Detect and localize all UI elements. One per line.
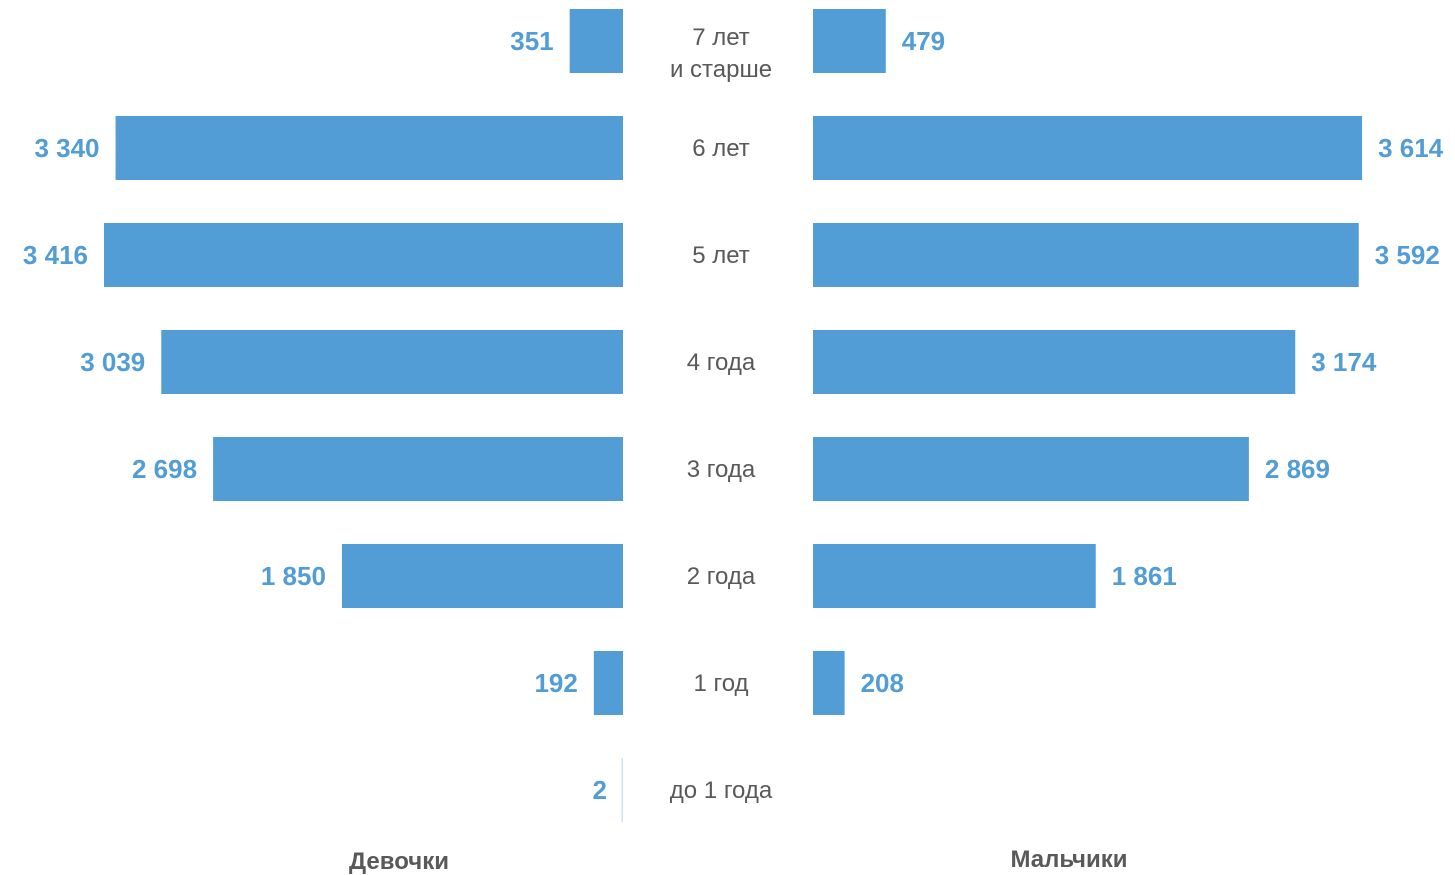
- girls-value-label: 351: [510, 26, 553, 56]
- category-labels: 7 лет и старше 6 лет 5 лет 4 года 3 года 2 год…: [670, 24, 773, 804]
- girls-value-label: 2: [593, 775, 607, 805]
- boys-value-labels: 479 3 614 3 592 3 174 2 869 1 861 208: [861, 26, 1444, 698]
- boys-bar: [813, 330, 1296, 394]
- boys-bar: [813, 651, 845, 715]
- boys-value-label: 3 614: [1378, 133, 1444, 163]
- girls-bar: [593, 651, 623, 715]
- boys-bar: [813, 544, 1096, 608]
- girls-value-label: 3 340: [34, 133, 99, 163]
- girls-value-label: 3 039: [80, 347, 145, 377]
- category-label: 5 лет: [692, 242, 750, 269]
- boys-value-label: 3 592: [1375, 240, 1440, 270]
- girls-bar: [621, 758, 623, 822]
- boys-value-label: 208: [861, 668, 904, 698]
- boys-value-label: 1 861: [1112, 561, 1177, 591]
- boys-bar: [813, 223, 1359, 287]
- girls-bar: [213, 437, 624, 501]
- girls-bars: [104, 9, 624, 822]
- category-label: 7 лет и старше: [670, 24, 772, 83]
- girls-value-label: 1 850: [261, 561, 326, 591]
- boys-value-label: 2 869: [1265, 454, 1330, 484]
- category-label: 2 года: [687, 563, 756, 590]
- boys-value-label: 479: [902, 26, 945, 56]
- girls-value-labels: 351 3 340 3 416 3 039 2 698 1 850 192 2: [23, 26, 607, 805]
- girls-side-label: Девочки: [349, 848, 449, 875]
- category-label: 1 год: [693, 670, 748, 697]
- girls-value-label: 2 698: [132, 454, 197, 484]
- girls-bar: [115, 116, 623, 180]
- girls-bar: [161, 330, 624, 394]
- boys-bars: [813, 9, 1363, 715]
- boys-side-label: Мальчики: [1011, 846, 1128, 873]
- category-label: 3 года: [687, 456, 756, 483]
- boys-bar: [813, 116, 1363, 180]
- girls-value-label: 3 416: [23, 240, 88, 270]
- category-label: 4 года: [687, 349, 756, 376]
- girls-value-label: 192: [534, 668, 577, 698]
- boys-value-label: 3 174: [1311, 347, 1377, 377]
- boys-bar: [813, 9, 886, 73]
- category-label: до 1 года: [670, 777, 773, 804]
- girls-bar: [341, 544, 623, 608]
- girls-bar: [569, 9, 623, 73]
- category-label: 6 лет: [692, 135, 750, 162]
- boys-bar: [813, 437, 1249, 501]
- girls-bar: [104, 223, 623, 287]
